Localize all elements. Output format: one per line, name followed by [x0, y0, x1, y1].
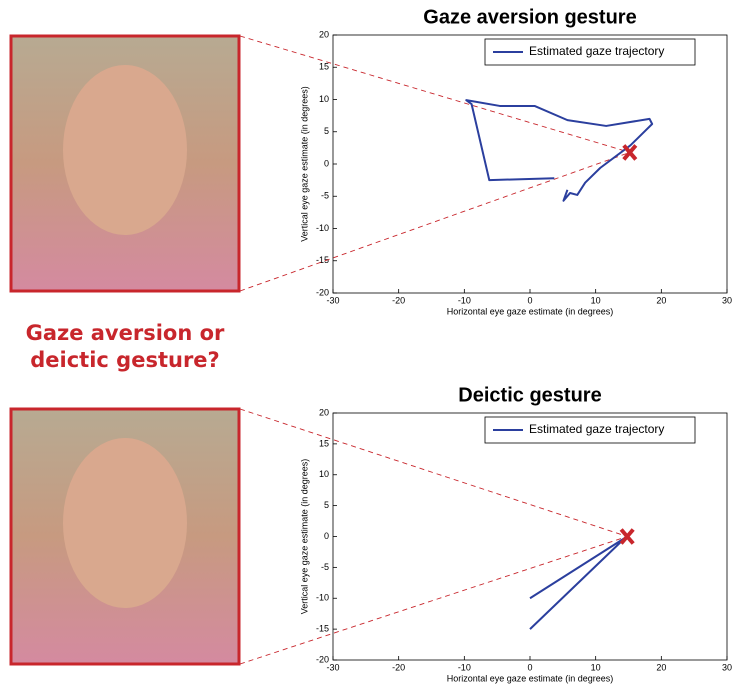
x-tick-label: 30	[722, 295, 732, 305]
y-tick-label: -5	[321, 562, 329, 572]
guide-line	[239, 408, 628, 537]
y-tick-label: -15	[316, 255, 329, 265]
guide-line	[239, 536, 628, 665]
y-tick-label: 10	[319, 469, 329, 479]
x-tick-label: -20	[392, 662, 405, 672]
y-tick-label: 5	[324, 126, 329, 136]
axes-box	[332, 412, 728, 661]
x-axis-label: Horizontal eye gaze estimate (in degrees…	[447, 306, 614, 316]
x-tick-label: 20	[656, 662, 666, 672]
y-tick-label: -15	[316, 624, 329, 634]
y-tick-label: -10	[316, 223, 329, 233]
x-tick-label: 30	[722, 662, 732, 672]
x-tick-label: 0	[527, 662, 532, 672]
axes-box	[332, 34, 728, 294]
y-tick-label: 15	[319, 62, 329, 72]
x-tick-label: 10	[591, 662, 601, 672]
y-tick-label: 20	[319, 29, 329, 39]
target-marker	[622, 144, 638, 161]
trajectory-line	[465, 99, 654, 202]
x-tick-label: -10	[458, 662, 471, 672]
chart-title: Deictic gesture	[458, 384, 601, 406]
x-tick-label: -10	[458, 295, 471, 305]
guide-line	[239, 35, 630, 153]
question-line: Gaze aversion or	[26, 321, 225, 345]
x-tick-label: 20	[656, 295, 666, 305]
trajectory-line	[529, 536, 627, 630]
y-tick-label: -5	[321, 191, 329, 201]
chart-title: Gaze aversion gesture	[423, 6, 636, 28]
y-axis-label: Vertical eye gaze estimate (in degrees)	[299, 86, 309, 242]
x-tick-label: -30	[326, 662, 339, 672]
x-tick-label: -30	[326, 295, 339, 305]
legend-label: Estimated gaze trajectory	[529, 422, 664, 436]
y-tick-label: 5	[324, 500, 329, 510]
x-tick-label: 10	[591, 295, 601, 305]
legend-label: Estimated gaze trajectory	[529, 44, 664, 58]
x-tick-label: 0	[527, 295, 532, 305]
y-tick-label: 0	[324, 531, 329, 541]
question-line: deictic gesture?	[30, 348, 219, 372]
y-tick-label: 0	[324, 158, 329, 168]
face-shape	[63, 438, 187, 608]
y-tick-label: -10	[316, 593, 329, 603]
x-tick-label: -20	[392, 295, 405, 305]
y-tick-label: -20	[316, 654, 329, 664]
target-marker	[619, 528, 635, 545]
y-tick-label: 10	[319, 94, 329, 104]
face-shape	[63, 65, 187, 235]
guide-line	[239, 151, 630, 292]
y-tick-label: 20	[319, 407, 329, 417]
y-axis-label: Vertical eye gaze estimate (in degrees)	[299, 459, 309, 615]
y-tick-label: -20	[316, 287, 329, 297]
y-tick-label: 15	[319, 438, 329, 448]
x-axis-label: Horizontal eye gaze estimate (in degrees…	[447, 673, 614, 683]
